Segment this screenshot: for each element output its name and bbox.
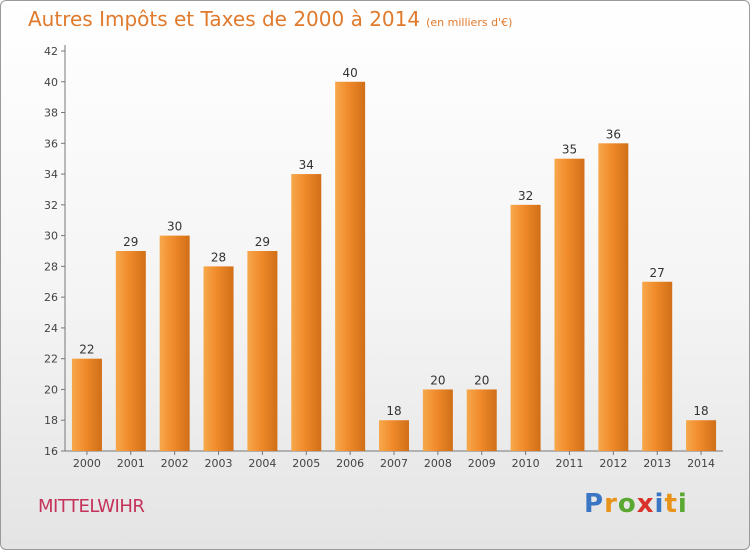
- data-label-2004: 29: [255, 235, 270, 249]
- y-tick-label: 42: [44, 45, 58, 58]
- bar-2013: [642, 281, 673, 451]
- data-label-2014: 18: [693, 404, 708, 418]
- x-tick-label-2013: 2013: [643, 457, 671, 470]
- data-label-2009: 20: [474, 373, 489, 387]
- x-tick-label-2002: 2002: [161, 457, 189, 470]
- y-tick-label: 18: [44, 414, 58, 427]
- logo-letter: i: [677, 489, 688, 519]
- bar-2001: [115, 251, 146, 451]
- place-name: MITTELWIHR: [38, 496, 145, 517]
- data-label-2002: 30: [167, 220, 182, 234]
- proxiti-logo: Proxiti: [584, 489, 688, 519]
- logo-letter: r: [604, 489, 618, 519]
- x-tick-label-2004: 2004: [248, 457, 276, 470]
- logo-letter: o: [617, 489, 637, 519]
- y-tick-label: 20: [44, 383, 58, 396]
- x-tick-label-2006: 2006: [336, 457, 364, 470]
- chart-title: Autres Impôts et Taxes de 2000 à 2014 (en…: [28, 7, 512, 31]
- y-tick-label: 28: [44, 260, 58, 273]
- y-tick-label: 34: [44, 168, 58, 181]
- x-tick-label-2010: 2010: [512, 457, 540, 470]
- bar-2010: [510, 204, 541, 451]
- y-tick-label: 32: [44, 199, 58, 212]
- data-label-2000: 22: [79, 343, 94, 357]
- x-tick-label-2014: 2014: [687, 457, 715, 470]
- x-tick-label-2003: 2003: [205, 457, 233, 470]
- x-tick-label-2001: 2001: [117, 457, 145, 470]
- data-label-2012: 36: [606, 127, 621, 141]
- chart-title-text: Autres Impôts et Taxes de 2000 à 2014: [28, 7, 421, 31]
- bar-2014: [686, 420, 717, 451]
- data-label-2001: 29: [123, 235, 138, 249]
- data-label-2008: 20: [430, 373, 445, 387]
- logo-letter: t: [664, 489, 678, 519]
- bar-2008: [422, 389, 453, 451]
- data-label-2013: 27: [650, 266, 665, 280]
- data-label-2010: 32: [518, 189, 533, 203]
- bar-2002: [159, 235, 190, 451]
- x-tick-label-2008: 2008: [424, 457, 452, 470]
- x-tick-label-2007: 2007: [380, 457, 408, 470]
- bar-2004: [247, 251, 278, 451]
- x-tick-label-2005: 2005: [292, 457, 320, 470]
- logo-letter: i: [654, 489, 665, 519]
- bar-2006: [335, 81, 366, 452]
- data-label-2011: 35: [562, 143, 577, 157]
- logo-letter: P: [584, 489, 605, 519]
- bar-2011: [554, 158, 585, 451]
- data-label-2007: 18: [386, 404, 401, 418]
- logo-letter: x: [636, 489, 655, 519]
- chart-bars: 22 29 30 28 29 34 40 18 20 20 32 35 36 27 18: [71, 66, 717, 452]
- bar-2000: [71, 358, 102, 451]
- y-tick-label: 26: [44, 291, 58, 304]
- x-tick-label-2009: 2009: [468, 457, 496, 470]
- chart-axes: 16 18 20 22 24 26 28 30 32 34 36 38 40 42 2000 2001 2002…: [44, 45, 723, 470]
- x-tick-label-2012: 2012: [599, 457, 627, 470]
- y-tick-label: 36: [44, 137, 58, 150]
- data-label-2006: 40: [342, 66, 357, 80]
- bar-2007: [379, 420, 409, 451]
- y-tick-label: 38: [44, 107, 58, 120]
- y-tick-label: 22: [44, 353, 58, 366]
- bar-2009: [466, 389, 497, 451]
- bar-2003: [203, 266, 234, 451]
- x-tick-label-2000: 2000: [73, 457, 101, 470]
- y-tick-label: 40: [44, 76, 58, 89]
- bar-2005: [291, 174, 322, 452]
- chart-subtitle: (en milliers d'€): [426, 16, 513, 29]
- y-tick-label: 30: [44, 230, 58, 243]
- y-tick-label: 16: [44, 445, 58, 458]
- data-label-2003: 28: [211, 250, 226, 264]
- data-label-2005: 34: [299, 158, 314, 172]
- bar-2012: [598, 143, 629, 452]
- x-tick-label-2011: 2011: [555, 457, 583, 470]
- y-tick-label: 24: [44, 322, 58, 335]
